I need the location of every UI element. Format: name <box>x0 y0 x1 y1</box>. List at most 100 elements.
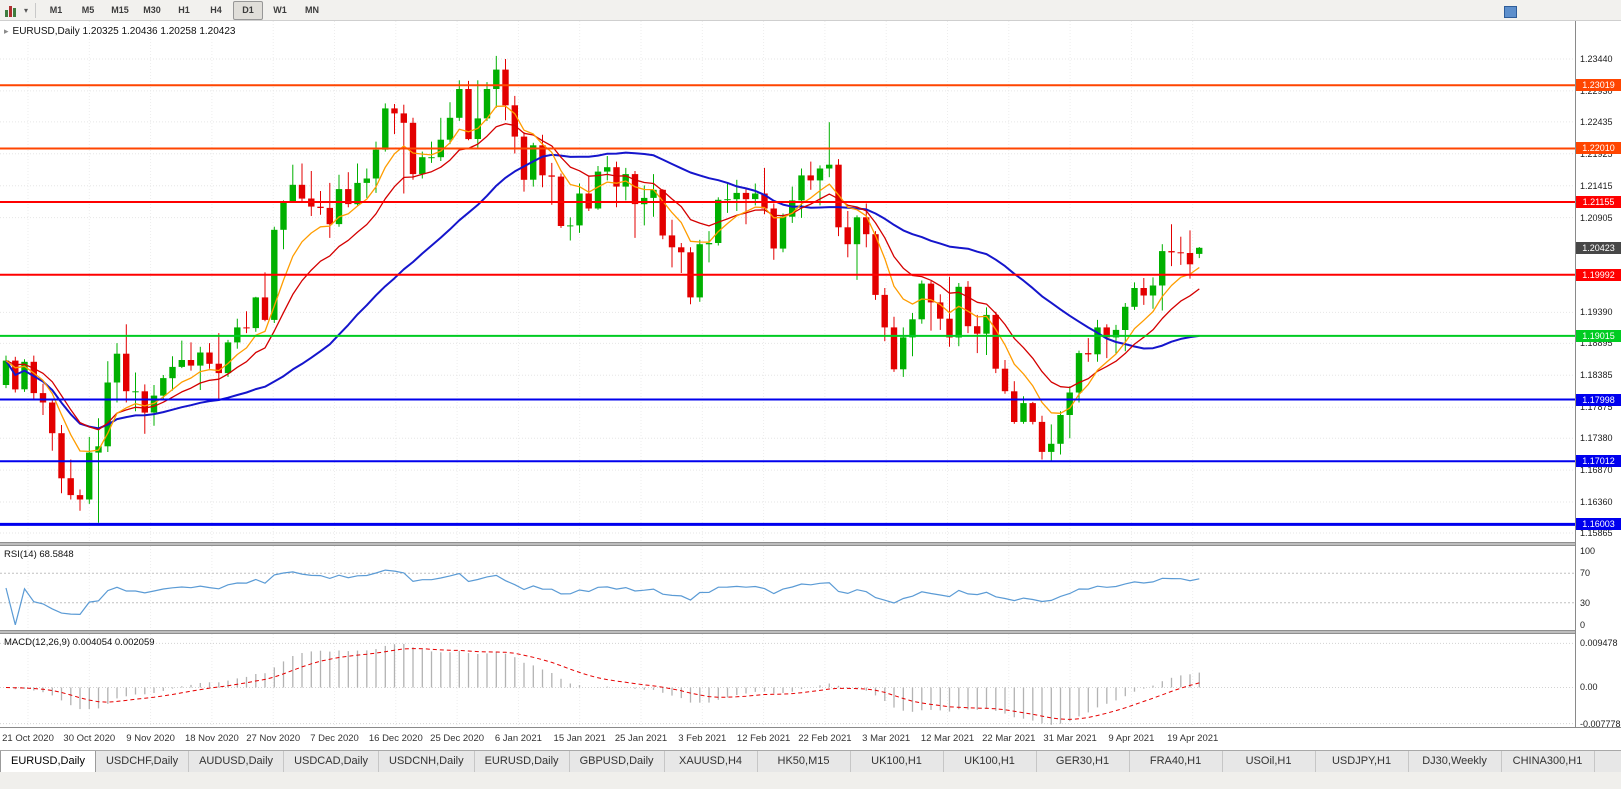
date-label: 25 Jan 2021 <box>614 733 668 744</box>
price-axis[interactable]: 1.234401.229301.224351.219251.214151.209… <box>1575 21 1621 729</box>
timeframe-button-m15[interactable]: M15 <box>111 5 129 15</box>
toolbar: ▾ M1 M5 M15 M30 H1 H4 D1 W1 MN <box>0 0 1621 21</box>
chart-type-icon[interactable] <box>3 2 23 18</box>
rsi-indicator-label: RSI(14) 68.5848 <box>4 549 74 560</box>
rsi-axis-label: 30 <box>1580 597 1591 608</box>
price-axis-label: 1.17380 <box>1580 433 1613 444</box>
chart-tab-USDCNH,Daily[interactable]: USDCNH,Daily <box>379 751 475 772</box>
chart-tab-EURUSD,Daily[interactable]: EURUSD,Daily <box>475 751 570 772</box>
chart-tab-AUDUSD,Daily[interactable]: AUDUSD,Daily <box>189 751 285 772</box>
chart-tab-GBPUSD,Daily[interactable]: GBPUSD,Daily <box>570 751 665 772</box>
quote-line: ▸ EURUSD,Daily 1.20325 1.20436 1.20258 1.… <box>4 26 235 37</box>
date-label: 18 Nov 2020 <box>184 733 239 744</box>
panel-divider[interactable] <box>0 542 1621 546</box>
price-tag-1.16003: 1.16003 <box>1576 518 1621 531</box>
date-label: 12 Mar 2021 <box>920 733 975 744</box>
price-tag-1.19015: 1.19015 <box>1576 329 1621 342</box>
chart-tab-bar: EURUSD,Daily USDCHF,Daily AUDUSD,Daily USDC… <box>0 750 1621 772</box>
timeframe-toolbar: M1 M5 M15 M30 H1 H4 D1 W1 MN <box>40 0 328 20</box>
toolbar-separator <box>35 2 37 18</box>
chart-tab-USDCHF,Daily[interactable]: USDCHF,Daily <box>96 751 190 772</box>
price-axis-label: 1.16870 <box>1580 465 1613 476</box>
price-axis-label: 1.16360 <box>1580 497 1613 507</box>
date-label: 30 Oct 2020 <box>63 733 116 744</box>
date-label: 19 Apr 2021 <box>1167 733 1219 744</box>
date-label: 16 Dec 2020 <box>368 733 423 744</box>
date-label: 21 Oct 2020 <box>2 733 54 744</box>
quote-text: EURUSD,Daily 1.20325 1.20436 1.20258 1.2… <box>12 26 236 37</box>
chart-tab-DJ30,Weekly[interactable]: DJ30,Weekly <box>1409 751 1502 772</box>
candlesticks-series <box>2 55 1203 523</box>
macd-axis-label: 0.00 <box>1580 682 1598 693</box>
ma-slow-line <box>5 151 1200 430</box>
date-label: 22 Feb 2021 <box>798 733 852 744</box>
timeframe-button-m30[interactable]: M30 <box>143 5 161 15</box>
window-restore-icon[interactable] <box>1504 6 1517 18</box>
chart-tab-USOil,H1[interactable]: USOil,H1 <box>1223 751 1316 772</box>
chart-tab-UK100,H1[interactable]: UK100,H1 <box>944 751 1037 772</box>
rsi-axis-label: 100 <box>1580 546 1596 557</box>
one-click-trading-icon[interactable]: ▸ <box>4 26 9 36</box>
price-axis-label: 1.22435 <box>1580 116 1613 127</box>
chart-tab-USDCAD,Daily[interactable]: USDCAD,Daily <box>284 751 380 772</box>
time-axis[interactable]: 21 Oct 2020 30 Oct 2020 9 Nov 2020 18 Nov 2… <box>0 727 1621 750</box>
timeframe-button-m1[interactable]: M1 <box>49 5 63 15</box>
date-label: 7 Dec 2020 <box>310 733 359 744</box>
price-tag-1.17998: 1.17998 <box>1576 393 1621 406</box>
macd-panel-canvas[interactable] <box>0 634 1575 727</box>
price-tag-1.17012: 1.17012 <box>1576 455 1621 468</box>
chart-tab-EURUSD,Daily[interactable]: EURUSD,Daily <box>0 751 96 772</box>
price-axis-label: 1.21415 <box>1580 180 1613 191</box>
price-axis-label: 1.18895 <box>1580 338 1613 349</box>
chart-tab-U[interactable]: U <box>1595 751 1621 772</box>
chart-tab-UK100,H1[interactable]: UK100,H1 <box>851 751 944 772</box>
chart-tab-CHINA300,H1[interactable]: CHINA300,H1 <box>1502 751 1595 772</box>
date-label: 31 Mar 2021 <box>1043 733 1097 744</box>
date-label: 27 Nov 2020 <box>246 733 301 744</box>
timeframe-button-h1[interactable]: H1 <box>178 5 190 15</box>
macd-histogram <box>14 643 1200 725</box>
price-tag-1.19992: 1.19992 <box>1576 268 1621 281</box>
price-tag-1.22010: 1.22010 <box>1576 142 1621 155</box>
macd-axis-label: -0.007778 <box>1580 718 1621 729</box>
timeframe-button-mn[interactable]: MN <box>305 5 320 15</box>
timeframe-button-w1[interactable]: W1 <box>273 5 287 15</box>
rsi-line <box>5 569 1200 625</box>
macd-signal-line <box>5 648 1200 720</box>
current-price-tag: 1.20423 <box>1576 241 1621 254</box>
timeframe-button-d1[interactable]: D1 <box>233 0 264 20</box>
panel-divider[interactable] <box>0 630 1621 634</box>
rsi-panel-canvas[interactable] <box>0 546 1575 630</box>
date-label: 3 Feb 2021 <box>678 733 727 744</box>
date-label: 25 Dec 2020 <box>430 733 485 744</box>
date-label: 9 Nov 2020 <box>126 733 175 744</box>
date-label: 22 Mar 2021 <box>982 733 1036 744</box>
price-axis-label: 1.18385 <box>1580 370 1613 381</box>
chart-tab-HK50,M15[interactable]: HK50,M15 <box>758 751 851 772</box>
chart-tab-XAUUSD,H4[interactable]: XAUUSD,H4 <box>665 751 758 772</box>
rsi-axis-label: 0 <box>1580 619 1586 630</box>
macd-indicator-label: MACD(12,26,9) 0.004054 0.002059 <box>4 637 155 648</box>
timeframe-button-h4[interactable]: H4 <box>210 5 222 15</box>
macd-axis-label: 0.009478 <box>1580 638 1618 649</box>
chart-tab-GER30,H1[interactable]: GER30,H1 <box>1037 751 1130 772</box>
rsi-axis-label: 70 <box>1580 568 1591 579</box>
price-tag-1.21155: 1.21155 <box>1576 195 1621 208</box>
date-label: 3 Mar 2021 <box>862 733 911 744</box>
ma-fast-line <box>5 105 1200 453</box>
price-axis-label: 1.17875 <box>1580 402 1613 413</box>
price-axis-label: 1.15865 <box>1580 527 1613 538</box>
price-axis-label: 1.23440 <box>1580 53 1613 64</box>
ma-mid-line <box>5 123 1200 431</box>
main-chart-canvas[interactable] <box>0 21 1575 542</box>
chart-tab-FRA40,H1[interactable]: FRA40,H1 <box>1130 751 1223 772</box>
date-label: 6 Jan 2021 <box>494 733 542 744</box>
date-label: 15 Jan 2021 <box>553 733 606 744</box>
price-axis-label: 1.20905 <box>1580 212 1613 223</box>
status-strip <box>0 772 1621 789</box>
date-label: 9 Apr 2021 <box>1108 733 1155 744</box>
timeframe-button-m5[interactable]: M5 <box>81 5 95 15</box>
chart-tab-USDJPY,H1[interactable]: USDJPY,H1 <box>1316 751 1409 772</box>
chevron-down-icon[interactable]: ▾ <box>24 5 29 15</box>
